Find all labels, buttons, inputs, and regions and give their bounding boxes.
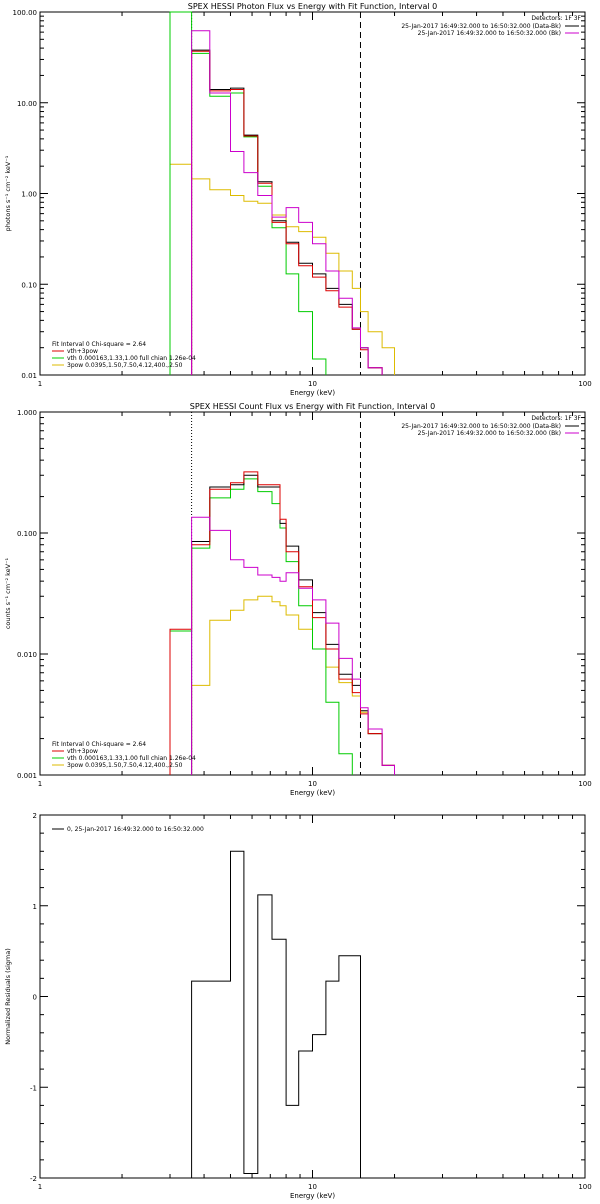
legend-header: Fit Interval 0 Chi-square = 2.64 [52, 341, 146, 348]
series-line-5 [191, 30, 383, 375]
series-line-1 [191, 595, 395, 775]
x-tick-label: 1 [38, 1183, 42, 1191]
series-line-3 [191, 474, 395, 775]
y-tick-label: 1.00 [21, 191, 37, 199]
legend-header: Fit Interval 0 Chi-square = 2.64 [52, 741, 146, 748]
series-line-4 [191, 50, 383, 375]
legend-entry: vth+3pow [67, 348, 98, 355]
legend-header: Detectors: 1F 3F [531, 15, 581, 22]
y-tick-label: 0.010 [17, 651, 37, 659]
legend-entry: 3pow 0.0395,1.50,7.50,4.12,400.,2.50 [67, 762, 183, 769]
y-tick-label: 2 [33, 812, 37, 820]
legend-entry: 0, 25-Jan-2017 16:49:32.000 to 16:50:32.… [67, 826, 204, 833]
x-axis-label: Energy (keV) [290, 789, 335, 797]
x-tick-label: 100 [578, 380, 591, 388]
x-axis-label: Energy (keV) [290, 389, 335, 397]
series-line-3 [191, 49, 383, 375]
legend-entry: 25-Jan-2017 16:49:32.000 to 16:50:32.000… [418, 30, 561, 37]
legend-entry: 25-Jan-2017 16:49:32.000 to 16:50:32.000… [418, 430, 561, 437]
y-tick-label: -1 [30, 1084, 37, 1092]
x-tick-label: 1 [38, 380, 42, 388]
plot-frame [39, 814, 586, 1179]
legend-entry: vth 0.000163,1.33,1.00 full chian 1.26e-… [67, 355, 196, 362]
y-tick-label: 0.10 [21, 281, 37, 289]
legend-entry: vth+3pow [67, 748, 98, 755]
y-tick-label: 0 [33, 994, 37, 1002]
legend-entry: 25-Jan-2017 16:49:32.000 to 16:50:32.000… [401, 423, 561, 430]
chart-panel-2: SPEX HESSI Count Flux vs Energy with Fit… [4, 402, 592, 797]
legend-header: Detectors: 1F 3F [531, 415, 581, 422]
x-axis-label: Energy (keV) [290, 1192, 335, 1200]
x-tick-label: 1 [38, 780, 42, 788]
legend-entry: 25-Jan-2017 16:49:32.000 to 16:50:32.000… [401, 23, 561, 30]
y-tick-label: 0.01 [21, 372, 37, 380]
y-tick-label: 0.001 [17, 772, 37, 780]
y-tick-label: -2 [30, 1175, 37, 1183]
series-line-2 [169, 11, 327, 375]
y-tick-label: 10.00 [17, 100, 37, 108]
chart-title: SPEX HESSI Count Flux vs Energy with Fit… [190, 402, 435, 411]
y-axis-label: counts s⁻¹ cm⁻² keV⁻¹ [4, 557, 12, 629]
y-axis-label: Normalized Residuals (sigma) [4, 948, 12, 1045]
series-line-1 [191, 850, 361, 1178]
chart-panel-1: SPEX HESSI Photon Flux vs Energy with Fi… [4, 2, 592, 397]
y-tick-label: 1 [33, 903, 37, 911]
series-line-1 [169, 163, 395, 375]
y-tick-label: 1.000 [17, 409, 37, 417]
legend-entry: vth 0.000163,1.33,1.00 full chian 1.26e-… [67, 755, 196, 762]
series-line-5 [191, 516, 395, 775]
chart-title: SPEX HESSI Photon Flux vs Energy with Fi… [188, 2, 438, 11]
series-line-4 [169, 471, 395, 775]
x-tick-label: 10 [308, 380, 317, 388]
x-tick-label: 10 [308, 780, 317, 788]
chart-panel-3: 1 10 100 Energy (keV) -2 -1 0 1 2 Normalized Resi… [4, 812, 592, 1200]
x-tick-label: 100 [578, 780, 591, 788]
series-line-2 [169, 478, 353, 775]
x-tick-label: 100 [578, 1183, 591, 1191]
y-tick-label: 0.100 [17, 530, 37, 538]
y-axis-label: photons s⁻¹ cm⁻² keV⁻¹ [4, 155, 12, 231]
y-tick-label: 100.00 [13, 9, 38, 17]
x-tick-label: 10 [308, 1183, 317, 1191]
legend-entry: 3pow 0.0395,1.50,7.50,4.12,400.,2.50 [67, 362, 183, 369]
